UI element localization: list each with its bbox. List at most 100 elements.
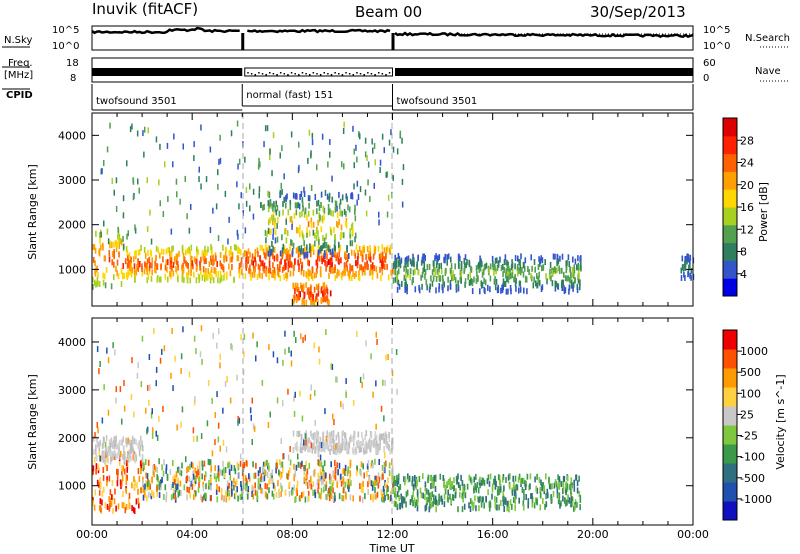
velocity-cell xyxy=(276,462,278,469)
power-cell xyxy=(569,277,571,284)
power-cell xyxy=(348,272,351,279)
power-cell xyxy=(296,246,299,253)
power-cell xyxy=(165,248,168,255)
velocity-cell xyxy=(322,439,325,446)
velocity-cell xyxy=(376,448,379,455)
power-cell xyxy=(322,296,324,303)
power-cell xyxy=(279,189,281,196)
velocity-cell xyxy=(172,460,174,466)
power-cell xyxy=(349,228,351,235)
velocity-cell xyxy=(280,491,282,497)
velocity-cell xyxy=(392,488,395,495)
power-cell xyxy=(492,261,494,267)
velocity-cell xyxy=(133,411,135,418)
power-cell xyxy=(509,285,512,291)
power-y-label: Slant Range [km] xyxy=(26,164,39,260)
power-cell xyxy=(291,220,294,227)
power-cell xyxy=(200,268,202,275)
power-cell xyxy=(325,233,327,240)
velocity-cell xyxy=(170,484,173,491)
n-sky-tick-bottom: 10^0 xyxy=(52,41,79,52)
power-cell xyxy=(279,152,281,159)
power-cell xyxy=(324,242,326,249)
power-cell xyxy=(327,204,330,210)
velocity-cell xyxy=(209,459,212,466)
power-cell xyxy=(397,253,400,259)
velocity-cell xyxy=(359,441,361,448)
power-cell xyxy=(432,260,435,267)
power-cell xyxy=(199,264,201,271)
velocity-cell xyxy=(120,480,123,487)
velocity-cell xyxy=(351,435,353,442)
power-cell xyxy=(503,280,506,287)
velocity-cell xyxy=(219,353,221,360)
velocity-cell xyxy=(203,474,206,481)
velocity-cell xyxy=(562,481,565,488)
velocity-cell xyxy=(406,489,409,496)
power-cell xyxy=(154,260,156,267)
power-cell xyxy=(186,213,188,220)
power-cell xyxy=(287,260,290,267)
velocity-cell xyxy=(299,495,302,501)
velocity-cell xyxy=(257,470,260,477)
velocity-cell xyxy=(375,447,377,454)
power-cell xyxy=(272,246,274,253)
velocity-cell xyxy=(250,414,252,421)
power-cell xyxy=(238,267,240,274)
power-cell xyxy=(519,269,522,276)
velocity-cell xyxy=(447,479,450,485)
power-cell xyxy=(353,162,355,169)
velocity-cell xyxy=(348,442,351,449)
power-cell xyxy=(166,142,169,149)
velocity-cell xyxy=(148,354,151,360)
velocity-cell xyxy=(148,480,151,487)
velocity-cell xyxy=(322,432,324,439)
velocity-cell xyxy=(330,444,333,451)
velocity-cell xyxy=(156,485,158,492)
velocity-cell xyxy=(264,470,267,476)
power-cell xyxy=(249,269,252,276)
power-cell xyxy=(301,264,303,271)
velocity-cell xyxy=(399,503,401,510)
velocity-cell xyxy=(531,496,534,503)
velocity-cell xyxy=(222,407,224,414)
velocity-cell xyxy=(379,439,381,446)
power-cell xyxy=(345,222,348,229)
velocity-cell xyxy=(104,502,107,509)
power-cell xyxy=(276,255,279,262)
velocity-cell xyxy=(326,430,328,437)
power-cell xyxy=(524,276,527,283)
power-cell xyxy=(250,274,252,281)
power-cell xyxy=(188,227,191,234)
x-tick-label: 00:00 xyxy=(76,528,108,541)
velocity-cell xyxy=(345,493,347,500)
velocity-cell xyxy=(563,476,566,483)
velocity-cell xyxy=(254,472,257,479)
power-cell xyxy=(240,261,242,268)
velocity-cell xyxy=(562,495,564,502)
power-cell xyxy=(289,244,291,251)
velocity-cell xyxy=(330,461,332,468)
power-cell xyxy=(350,193,352,200)
power-cell xyxy=(299,211,301,218)
power-cell xyxy=(453,274,456,281)
power-cell xyxy=(396,257,398,264)
velocity-cell xyxy=(286,472,288,479)
power-cell xyxy=(414,286,417,293)
power-cell xyxy=(540,255,542,262)
velocity-cell xyxy=(329,440,331,447)
velocity-cell xyxy=(204,492,206,499)
velocity-cell xyxy=(226,375,228,382)
velocity-cell xyxy=(359,376,362,383)
velocity-cell xyxy=(375,380,377,387)
velocity-cell xyxy=(111,480,114,486)
velocity-cell xyxy=(102,467,105,473)
power-cell xyxy=(394,269,396,276)
velocity-cell xyxy=(416,489,419,496)
power-cell xyxy=(301,249,303,256)
velocity-cell xyxy=(137,442,139,449)
velocity-cell xyxy=(141,456,144,463)
power-cell xyxy=(386,263,388,270)
velocity-cell xyxy=(475,473,477,480)
